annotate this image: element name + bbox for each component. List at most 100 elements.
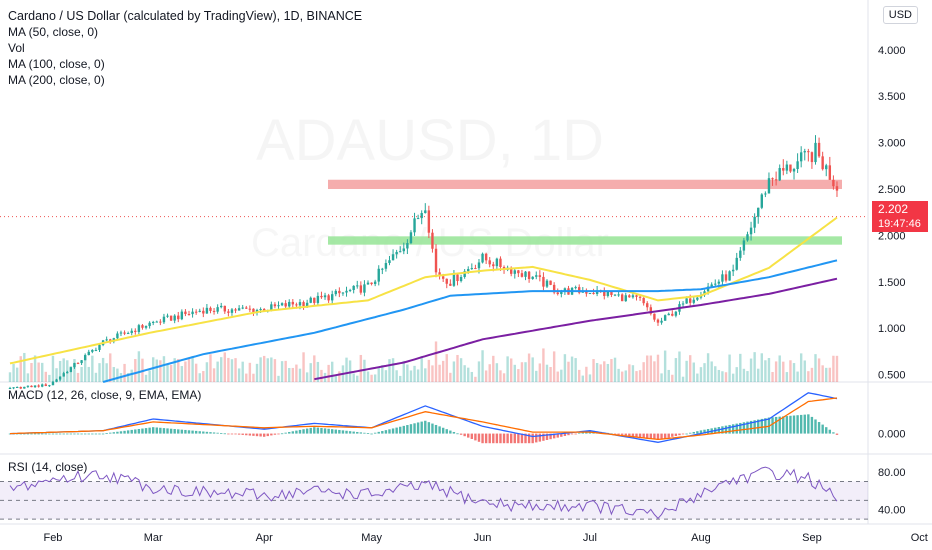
ma100-legend[interactable]: MA (100, close, 0) bbox=[8, 57, 105, 71]
candle-body bbox=[674, 311, 678, 316]
volume-bar bbox=[706, 353, 710, 382]
volume-bar bbox=[771, 372, 774, 382]
macd-histogram-bar bbox=[76, 433, 80, 435]
macd-histogram-bar bbox=[119, 431, 123, 434]
macd-histogram-bar bbox=[309, 427, 312, 434]
candle-body bbox=[474, 268, 477, 270]
candle-body bbox=[760, 194, 763, 208]
candle-body bbox=[212, 310, 216, 312]
vol-legend[interactable]: Vol bbox=[8, 41, 25, 55]
macd-histogram-bar bbox=[109, 432, 112, 434]
volume-bar bbox=[538, 363, 542, 382]
volume-bar bbox=[545, 364, 549, 382]
candle-body bbox=[613, 294, 617, 296]
candle-body bbox=[578, 287, 581, 293]
volume-bar bbox=[395, 370, 398, 382]
resistance-zone bbox=[328, 179, 842, 190]
macd-histogram-bar bbox=[130, 429, 133, 434]
candle-body bbox=[785, 164, 789, 171]
volume-bar bbox=[169, 364, 173, 382]
volume-bar bbox=[570, 356, 574, 382]
candle-body bbox=[302, 302, 305, 307]
volume-bar bbox=[366, 371, 370, 382]
volume-bar bbox=[517, 369, 520, 382]
volume-bar bbox=[255, 363, 259, 382]
volume-bar bbox=[202, 371, 205, 382]
chart-legend: Cardano / US Dollar (calculated by Tradi… bbox=[8, 8, 362, 88]
volume-bar bbox=[331, 361, 334, 382]
rsi-legend[interactable]: RSI (14, close) bbox=[8, 460, 88, 474]
candle-body bbox=[441, 276, 445, 279]
candle-body bbox=[510, 267, 513, 274]
candle-body bbox=[198, 310, 201, 312]
macd-histogram-bar bbox=[194, 430, 198, 434]
candle-body bbox=[288, 301, 291, 307]
macd-histogram-bar bbox=[527, 433, 531, 444]
candle-body bbox=[821, 156, 824, 170]
macd-histogram-bar bbox=[323, 428, 327, 434]
candle-body bbox=[799, 152, 803, 162]
candle-body bbox=[603, 291, 606, 296]
candle-body bbox=[23, 386, 26, 389]
macd-legend[interactable]: MACD (12, 26, close, 9, EMA, EMA) bbox=[8, 388, 202, 402]
macd-histogram-bar bbox=[384, 430, 388, 434]
macd-histogram-bar bbox=[230, 433, 234, 435]
volume-bar bbox=[123, 363, 126, 382]
volume-bar bbox=[717, 369, 721, 382]
candle-body bbox=[291, 301, 295, 305]
currency-button[interactable]: USD bbox=[882, 6, 918, 24]
volume-bar bbox=[821, 365, 824, 382]
macd-histogram-bar bbox=[298, 429, 302, 434]
volume-bar bbox=[764, 360, 767, 382]
macd-histogram-bar bbox=[248, 433, 252, 436]
volume-bar bbox=[80, 366, 83, 382]
macd-histogram-bar bbox=[803, 414, 806, 434]
candle-body bbox=[341, 292, 345, 294]
volume-bar bbox=[152, 357, 155, 382]
candle-body bbox=[660, 320, 663, 323]
macd-histogram-bar bbox=[366, 433, 370, 434]
macd-histogram-bar bbox=[613, 433, 617, 435]
macd-histogram-bar bbox=[449, 430, 452, 434]
macd-histogram-bar bbox=[427, 422, 431, 434]
macd-histogram-bar bbox=[331, 429, 334, 434]
candle-body bbox=[416, 218, 420, 220]
candle-body bbox=[345, 290, 348, 293]
macd-histogram-bar bbox=[173, 429, 176, 434]
macd-histogram-bar bbox=[578, 432, 581, 434]
volume-bar bbox=[345, 357, 348, 382]
macd-histogram-bar bbox=[273, 433, 277, 435]
volume-bar bbox=[370, 374, 373, 382]
candle-body bbox=[588, 293, 592, 295]
price-tick-label: 3.000 bbox=[878, 138, 906, 150]
volume-bar bbox=[280, 361, 284, 382]
ma50-legend[interactable]: MA (50, close, 0) bbox=[8, 25, 99, 39]
macd-histogram-bar bbox=[216, 432, 219, 434]
candle-body bbox=[323, 295, 327, 298]
volume-bar bbox=[187, 358, 191, 382]
ma200-legend[interactable]: MA (200, close, 0) bbox=[8, 73, 105, 87]
volume-bar bbox=[327, 364, 330, 382]
candle-body bbox=[724, 274, 728, 281]
macd-histogram-bar bbox=[620, 433, 624, 435]
macd-histogram-bar bbox=[416, 422, 420, 434]
volume-bar bbox=[91, 355, 94, 382]
candle-body bbox=[402, 248, 405, 252]
price-tick-label: 0.500 bbox=[878, 370, 906, 382]
volume-bar bbox=[373, 374, 377, 382]
candle-body bbox=[520, 273, 524, 277]
candle-body bbox=[298, 302, 302, 306]
candle-body bbox=[334, 290, 337, 295]
macd-histogram-bar bbox=[302, 429, 305, 434]
candle-body bbox=[667, 313, 670, 316]
rsi-tick-label: 80.00 bbox=[878, 467, 906, 479]
candle-body bbox=[420, 213, 423, 219]
volume-bar bbox=[73, 359, 76, 382]
volume-bar bbox=[26, 373, 30, 382]
macd-histogram-bar bbox=[438, 426, 441, 434]
watermark-symbol: ADAUSD, 1D bbox=[256, 108, 604, 173]
candle-body bbox=[166, 315, 169, 317]
candle-body bbox=[424, 210, 427, 214]
candle-body bbox=[180, 311, 184, 320]
